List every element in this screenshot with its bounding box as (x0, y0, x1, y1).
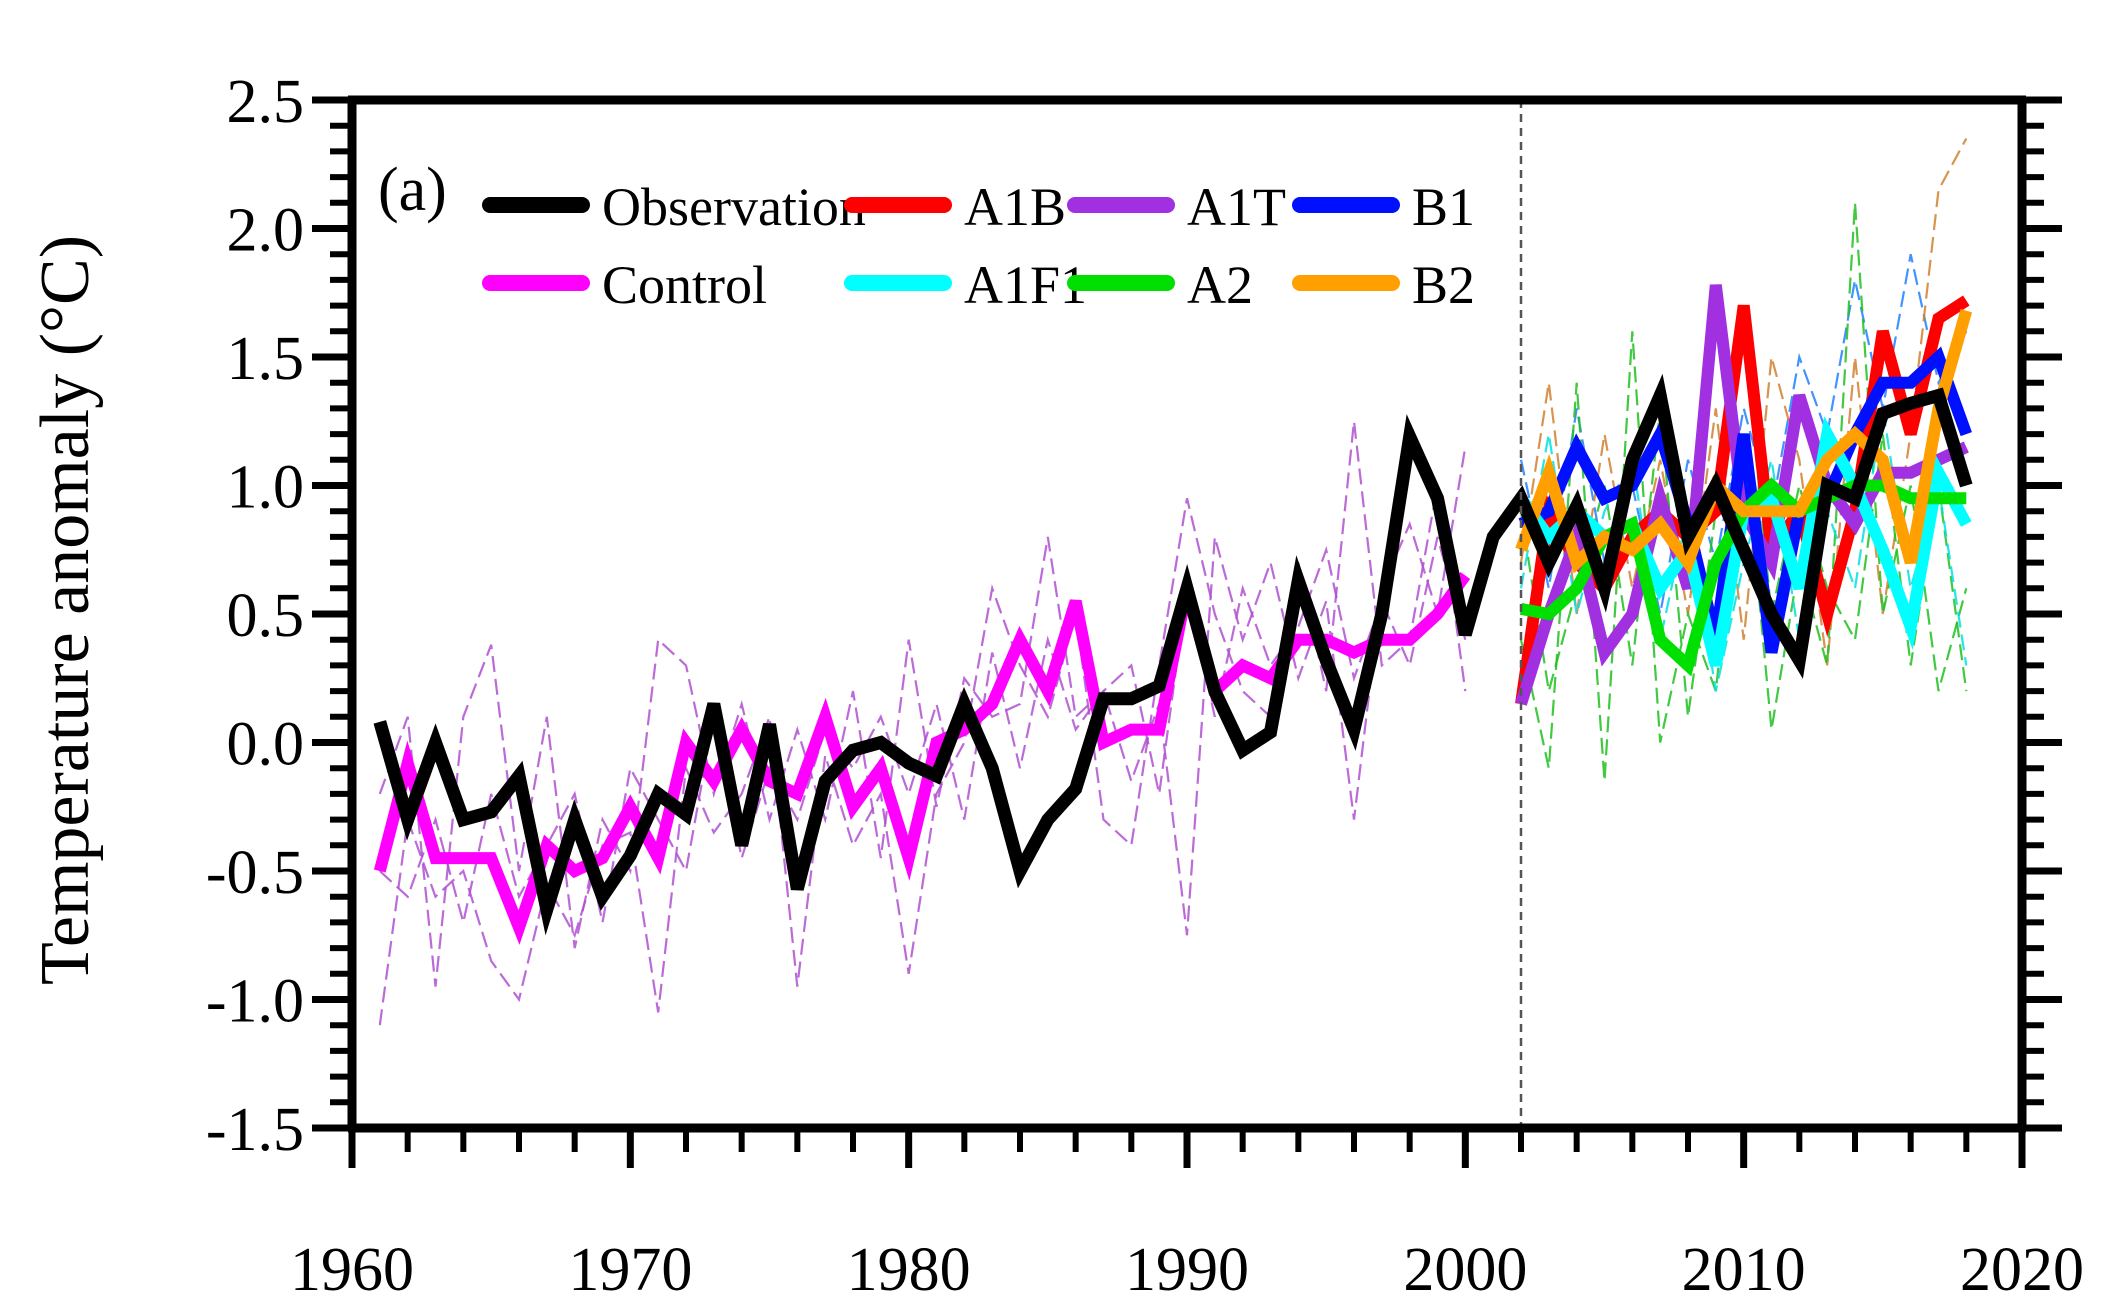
legend-label-a1b: A1B (964, 177, 1066, 237)
x-tick-label: 2000 (1403, 1236, 1527, 1304)
projection-member-line-2 (1519, 137, 1968, 666)
y-tick-label: 1.5 (227, 325, 305, 393)
x-tick-label: 1980 (847, 1236, 971, 1304)
y-tick-label: 2.5 (227, 68, 305, 136)
x-tick-label: 1960 (290, 1236, 414, 1304)
panel-label: (a) (378, 156, 447, 224)
control-member-line-3 (379, 536, 1467, 923)
x-tick-label: 2020 (1960, 1236, 2084, 1304)
y-tick-label: 1.0 (227, 454, 305, 522)
axes-layer: -1.5 -1.0 -0.5 0.0 0.5 1.0 1.5 2.0 2.5 1960 1970 19… (206, 68, 2084, 1304)
legend: Observation A1B A1T B1 Control A1F1 A2 B2 (482, 177, 1475, 315)
y-tick-label: 2.0 (227, 197, 305, 265)
projection-member-line-1 (1519, 253, 1968, 615)
legend-label-control: Control (602, 255, 767, 315)
y-tick-label: -1.0 (206, 968, 304, 1036)
y-tick-label: -0.5 (206, 839, 304, 907)
x-tick-label: 2010 (1682, 1236, 1806, 1304)
x-tick-label: 1970 (568, 1236, 692, 1304)
y-tick-label: 0.5 (227, 582, 305, 650)
series-line-b1 (1518, 346, 1972, 654)
legend-label-a1t: A1T (1187, 177, 1286, 237)
y-tick-label: 0.0 (227, 711, 305, 779)
legend-label-b1: B1 (1412, 177, 1475, 237)
y-axis-title: Temperature anomaly (°C) (27, 235, 104, 985)
series-layer (373, 284, 1973, 945)
control-member-line-1 (378, 421, 1467, 1026)
projection-member-line-3 (1519, 202, 1968, 782)
series-line-observation (373, 373, 1973, 936)
x-tick-label: 1990 (1125, 1236, 1249, 1304)
legend-label-b2: B2 (1412, 255, 1475, 315)
legend-label-observation: Observation (602, 177, 866, 237)
legend-label-a1f1: A1F1 (964, 255, 1087, 315)
y-tick-label: -1.5 (206, 1096, 304, 1164)
legend-label-a2: A2 (1187, 255, 1253, 315)
